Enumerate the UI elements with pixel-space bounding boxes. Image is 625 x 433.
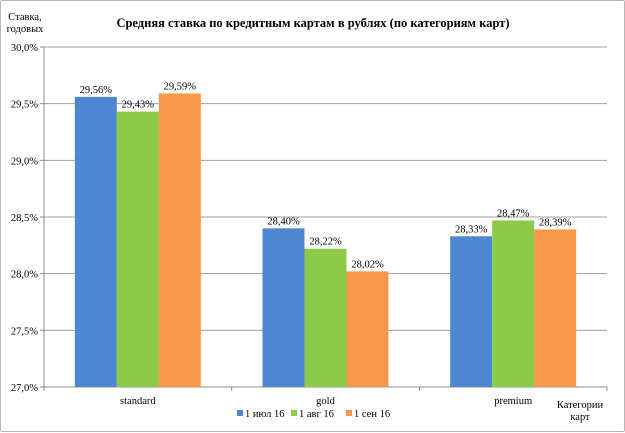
data-label: 29,56% [80,85,113,96]
bar [158,93,201,387]
legend-swatch [237,410,243,416]
legend-swatch [291,410,297,416]
legend-swatch [346,410,352,416]
x-axis-label-line-1: Категории [557,400,604,411]
y-tick-label: 29,0% [11,156,38,167]
bar [116,111,159,387]
y-tick-label: 30,0% [11,43,38,54]
bar [346,271,389,387]
chart-title: Средняя ставка по кредитным картам в руб… [116,16,509,30]
x-tick-label: gold [316,396,335,407]
x-tick-label: standard [120,396,156,407]
y-tick-label: 28,0% [11,270,38,281]
legend-label: 1 сен 16 [354,409,390,420]
bar [74,96,117,387]
legend-label: 1 авг 16 [299,409,334,420]
x-axis-label-line-2: карт [570,412,590,423]
bars [74,93,577,387]
data-label: 28,47% [497,208,530,219]
bar [262,228,305,387]
data-label: 29,43% [122,100,155,111]
x-axis-ticks: standard gold premium [43,387,608,407]
data-label: 28,39% [539,217,572,228]
data-labels: 29,56% 29,43% 29,59% 28,40% 28,22% 28,02% 28,3… [80,81,572,270]
data-label: 29,59% [164,81,197,92]
bar [450,236,493,387]
legend-label: 1 июл 16 [245,409,284,420]
data-label: 28,33% [455,224,488,235]
bar [534,229,577,387]
y-tick-label: 27,0% [11,383,38,394]
y-axis-ticks: 27,0% 27,5% 28,0% 28,5% 29,0% 29,5% 30,0% [11,43,45,394]
legend: 1 июл 16 1 авг 16 1 сен 16 [237,409,390,420]
data-label: 28,22% [309,237,342,248]
bar [304,248,347,387]
data-label: 28,02% [351,259,384,270]
y-axis-label-line-1: Ставка, [8,12,41,23]
data-label: 28,40% [267,216,300,227]
bar [492,220,535,387]
y-axis-label-line-2: годовых [7,24,45,35]
y-tick-label: 27,5% [11,326,38,337]
x-tick-label: premium [494,396,532,407]
y-tick-label: 29,5% [11,100,38,111]
y-tick-label: 28,5% [11,213,38,224]
